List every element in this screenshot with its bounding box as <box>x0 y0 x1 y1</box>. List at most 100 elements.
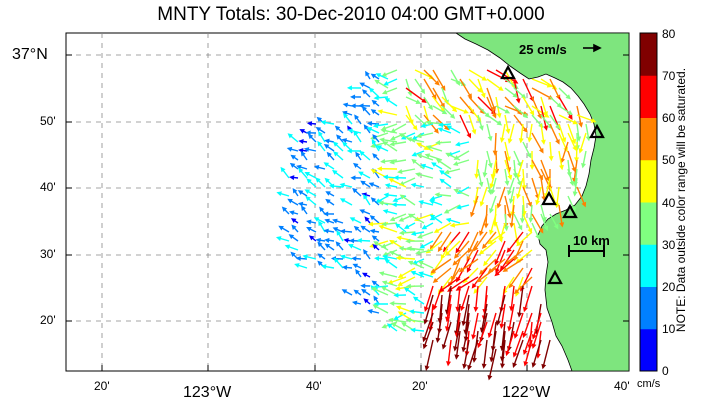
lon-label-40-east: 40' <box>614 379 630 393</box>
current-vector <box>289 162 299 170</box>
current-vector <box>558 114 579 125</box>
current-vector <box>407 213 425 224</box>
current-vector <box>284 244 299 251</box>
lat-label-30: 30' <box>40 247 56 261</box>
current-vector <box>384 258 398 269</box>
current-vector <box>459 96 475 115</box>
current-vector <box>408 309 425 315</box>
current-vector <box>558 204 565 228</box>
current-vector <box>302 254 317 260</box>
current-vector <box>359 209 371 215</box>
current-vector <box>418 260 434 269</box>
colorbar-tick-20: 20 <box>662 280 676 294</box>
current-vector <box>388 317 407 323</box>
current-vector <box>363 124 371 134</box>
current-vector <box>505 330 515 357</box>
current-vector <box>350 94 362 100</box>
current-vector <box>471 267 488 289</box>
current-vector <box>513 87 527 99</box>
current-vector <box>523 339 533 367</box>
current-vector <box>494 240 506 266</box>
current-vector <box>370 197 380 206</box>
current-vector <box>321 264 335 270</box>
current-vector <box>471 312 479 340</box>
current-vector <box>382 209 398 215</box>
current-vector <box>535 186 542 206</box>
current-vector <box>289 210 299 216</box>
current-vector <box>420 163 434 170</box>
current-vector <box>424 339 434 371</box>
current-vector <box>410 327 425 333</box>
current-vector <box>419 240 434 249</box>
current-vector <box>371 287 389 296</box>
current-vector <box>420 123 434 129</box>
current-vector <box>513 114 528 133</box>
current-vector <box>303 147 317 152</box>
current-vector <box>444 240 461 256</box>
current-vector <box>328 183 344 189</box>
current-vector <box>315 237 326 243</box>
current-vector <box>381 286 398 296</box>
current-vector <box>411 158 425 170</box>
current-vector <box>384 97 398 107</box>
current-vector <box>403 287 416 296</box>
current-vector <box>462 339 470 370</box>
current-vector <box>393 175 407 181</box>
current-vector <box>504 168 510 187</box>
current-vector <box>513 312 524 339</box>
current-vector <box>410 270 425 278</box>
current-vector <box>416 142 434 152</box>
current-vector <box>432 114 450 131</box>
current-vector <box>567 168 575 187</box>
current-vector <box>298 139 308 144</box>
current-vector <box>432 69 446 91</box>
current-vector <box>486 96 497 119</box>
current-vector <box>325 198 335 206</box>
lat-label-20: 20' <box>40 313 56 327</box>
current-vector <box>392 195 407 203</box>
current-vector <box>336 134 344 143</box>
current-vector <box>540 105 549 131</box>
current-vector <box>522 186 532 208</box>
current-vector <box>508 186 515 204</box>
current-vector <box>360 283 371 289</box>
current-vector <box>323 228 335 234</box>
current-vector <box>353 289 362 296</box>
current-vector <box>360 180 371 188</box>
current-vector <box>341 265 353 270</box>
distance-bar <box>568 245 605 257</box>
current-vector <box>315 126 326 134</box>
current-vector <box>339 228 353 234</box>
current-vector <box>576 186 587 208</box>
current-vectors <box>275 69 597 381</box>
current-vector <box>349 217 362 224</box>
current-vector <box>317 241 326 251</box>
current-vector <box>421 222 434 230</box>
current-vector <box>456 204 470 210</box>
lon-label-122w: 122°W <box>502 384 551 401</box>
current-vector <box>346 85 362 91</box>
current-vector <box>499 123 506 143</box>
current-vector <box>473 285 479 313</box>
current-vector <box>353 225 362 233</box>
current-vector <box>416 153 434 161</box>
current-vector <box>422 312 434 343</box>
current-vector <box>381 280 398 287</box>
current-vector <box>319 206 326 215</box>
current-vector <box>437 127 452 134</box>
current-vector <box>335 241 344 251</box>
current-vector <box>432 285 443 311</box>
current-vector <box>454 141 470 147</box>
current-vector <box>313 217 326 224</box>
current-vector <box>531 312 542 340</box>
current-vector <box>361 106 371 116</box>
colorbar-tick-60: 60 <box>662 111 676 125</box>
colorbar-units: cm/s <box>637 378 661 390</box>
current-vector <box>352 187 362 197</box>
current-vector <box>378 271 398 278</box>
colorbar-tick-80: 80 <box>662 27 676 41</box>
current-vector <box>483 249 497 267</box>
current-vector <box>418 271 434 278</box>
current-vector <box>382 141 398 152</box>
